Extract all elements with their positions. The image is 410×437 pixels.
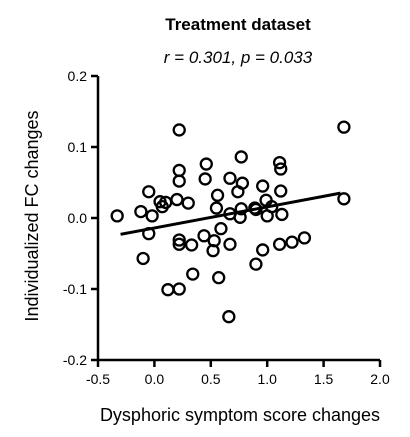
data-point	[249, 257, 263, 271]
data-point	[170, 192, 184, 207]
data-point	[235, 176, 250, 190]
data-point	[161, 283, 175, 297]
data-point	[209, 201, 224, 215]
chart-subtitle: r = 0.301, p = 0.033	[164, 48, 313, 67]
data-point	[223, 237, 237, 251]
data-point	[172, 174, 186, 188]
data-point	[181, 196, 195, 210]
data-point	[198, 172, 212, 186]
data-point	[142, 185, 156, 199]
data-point	[134, 204, 148, 219]
data-point	[184, 238, 199, 252]
data-point	[172, 282, 186, 296]
data-point	[110, 209, 124, 223]
data-point	[285, 235, 299, 249]
data-point	[136, 251, 150, 266]
data-point	[297, 231, 312, 245]
x-axis-label: Dysphoric symptom score changes	[100, 405, 380, 425]
data-point	[212, 270, 226, 285]
y-tick-label: 0.0	[68, 210, 88, 226]
y-tick-label: 0.1	[68, 139, 88, 155]
plot-area: -0.2 -0.1 0.0 0.1 0.2 -0.5 0.0 0.5 1.0 1.5 2.0	[63, 68, 390, 387]
data-point	[172, 233, 186, 247]
data-point	[272, 155, 287, 170]
data-point	[172, 163, 186, 178]
data-point	[172, 237, 186, 251]
data-point	[234, 150, 248, 164]
data-point	[274, 184, 288, 198]
data-point	[337, 192, 351, 206]
data-point	[172, 123, 186, 137]
y-tick-label: -0.1	[63, 281, 87, 297]
data-point	[145, 209, 159, 223]
data-point	[256, 243, 270, 257]
regression-line	[120, 191, 341, 236]
x-tick-label: -0.5	[86, 371, 110, 387]
x-tick-label: 0.5	[201, 371, 221, 387]
y-tick-label: -0.2	[63, 352, 87, 368]
data-point	[275, 207, 289, 222]
x-tick-label: 1.5	[314, 371, 334, 387]
data-point	[199, 157, 213, 171]
data-point	[222, 310, 236, 324]
chart-title: Treatment dataset	[165, 15, 311, 34]
y-tick-label: 0.2	[68, 68, 88, 84]
data-point	[256, 179, 270, 193]
data-point	[272, 237, 287, 251]
data-point	[337, 120, 351, 134]
data-point	[234, 202, 248, 216]
y-axis-label: Individualized FC changes	[22, 110, 42, 321]
data-point	[214, 221, 228, 236]
data-point	[223, 171, 237, 185]
x-tick-label: 2.0	[370, 371, 390, 387]
data-point	[207, 234, 221, 248]
data-point	[197, 229, 211, 243]
data-point	[186, 267, 200, 281]
data-point	[210, 188, 225, 202]
x-tick-label: 0.0	[145, 371, 165, 387]
data-point	[274, 162, 288, 176]
x-tick-label: 1.0	[257, 371, 277, 387]
